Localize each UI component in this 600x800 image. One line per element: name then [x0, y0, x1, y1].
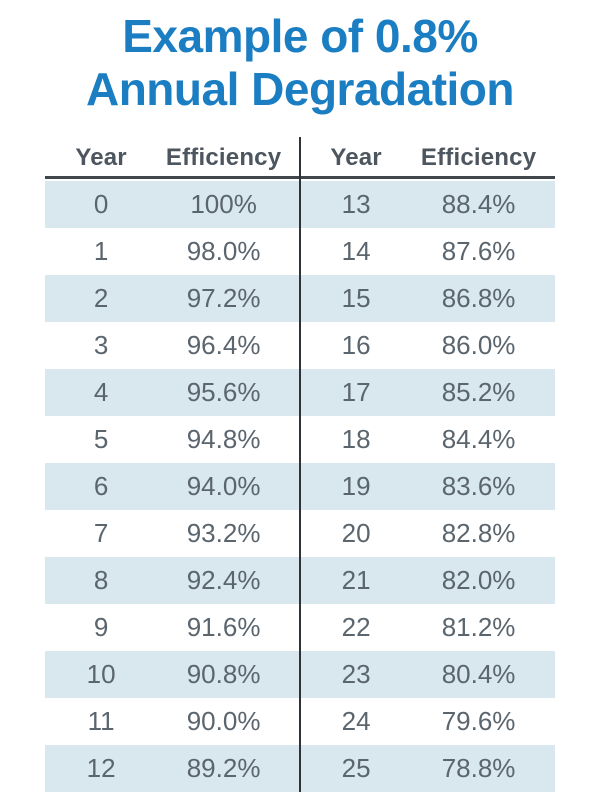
efficiency-cell: 80.4% [441, 658, 516, 689]
efficiency-header-right: Efficiency [420, 144, 537, 172]
year-cell: 19 [341, 470, 371, 501]
efficiency-cell: 93.2% [186, 517, 261, 548]
efficiency-cell: 96.4% [186, 329, 261, 360]
efficiency-cell: 85.2% [441, 376, 516, 407]
efficiency-cell: 98.0% [186, 235, 261, 266]
efficiency-cell: 91.6% [186, 611, 261, 642]
year-cell: 6 [93, 470, 109, 501]
year-cell: 25 [341, 752, 371, 783]
page-title-line2: Annual Degradation [85, 63, 515, 116]
year-header-left: Year [75, 144, 127, 172]
page-title: Example of 0.8% Annual Degradation [0, 0, 600, 117]
year-cell: 18 [341, 423, 371, 454]
year-cell: 10 [86, 658, 116, 689]
year-cell: 7 [93, 517, 109, 548]
efficiency-cell: 78.8% [441, 752, 516, 783]
efficiency-cell: 88.4% [441, 188, 516, 219]
year-cell: 16 [341, 329, 371, 360]
year-cell: 2 [93, 282, 109, 313]
efficiency-cell: 83.6% [441, 470, 516, 501]
efficiency-cell: 92.4% [186, 564, 261, 595]
page-title-line1: Example of 0.8% [122, 10, 478, 62]
year-header-right: Year [330, 144, 382, 172]
efficiency-cell: 81.2% [441, 611, 516, 642]
year-cell: 5 [93, 423, 109, 454]
efficiency-cell: 82.8% [441, 517, 516, 548]
efficiency-header-left: Efficiency [165, 144, 282, 172]
efficiency-cell: 94.8% [186, 423, 261, 454]
year-cell: 13 [341, 188, 371, 219]
efficiency-cell: 86.0% [441, 329, 516, 360]
efficiency-cell: 90.8% [186, 658, 261, 689]
year-cell: 1 [93, 235, 109, 266]
year-cell: 22 [341, 611, 371, 642]
year-cell: 20 [341, 517, 371, 548]
year-cell: 11 [87, 705, 115, 736]
year-cell: 24 [341, 705, 371, 736]
year-cell: 3 [93, 329, 109, 360]
efficiency-cell: 97.2% [186, 282, 261, 313]
efficiency-cell: 86.8% [441, 282, 516, 313]
efficiency-cell: 87.6% [441, 235, 516, 266]
year-cell: 14 [341, 235, 371, 266]
year-cell: 12 [86, 752, 116, 783]
efficiency-cell: 79.6% [441, 705, 516, 736]
vertical-divider-line [299, 136, 301, 792]
year-cell: 23 [341, 658, 371, 689]
year-cell: 8 [93, 564, 109, 595]
degradation-table: Year Efficiency Year Efficiency 0 100% 13 8… [45, 136, 555, 792]
year-cell: 21 [341, 564, 371, 595]
year-cell: 4 [93, 376, 109, 407]
year-cell: 15 [341, 282, 371, 313]
efficiency-cell: 84.4% [441, 423, 516, 454]
efficiency-cell: 94.0% [186, 470, 261, 501]
year-cell: 0 [93, 188, 109, 219]
year-cell: 17 [341, 376, 371, 407]
efficiency-cell: 100% [190, 188, 257, 219]
efficiency-cell: 95.6% [186, 376, 261, 407]
efficiency-cell: 82.0% [441, 564, 516, 595]
efficiency-cell: 90.0% [186, 705, 261, 736]
efficiency-cell: 89.2% [186, 752, 261, 783]
year-cell: 9 [93, 611, 109, 642]
